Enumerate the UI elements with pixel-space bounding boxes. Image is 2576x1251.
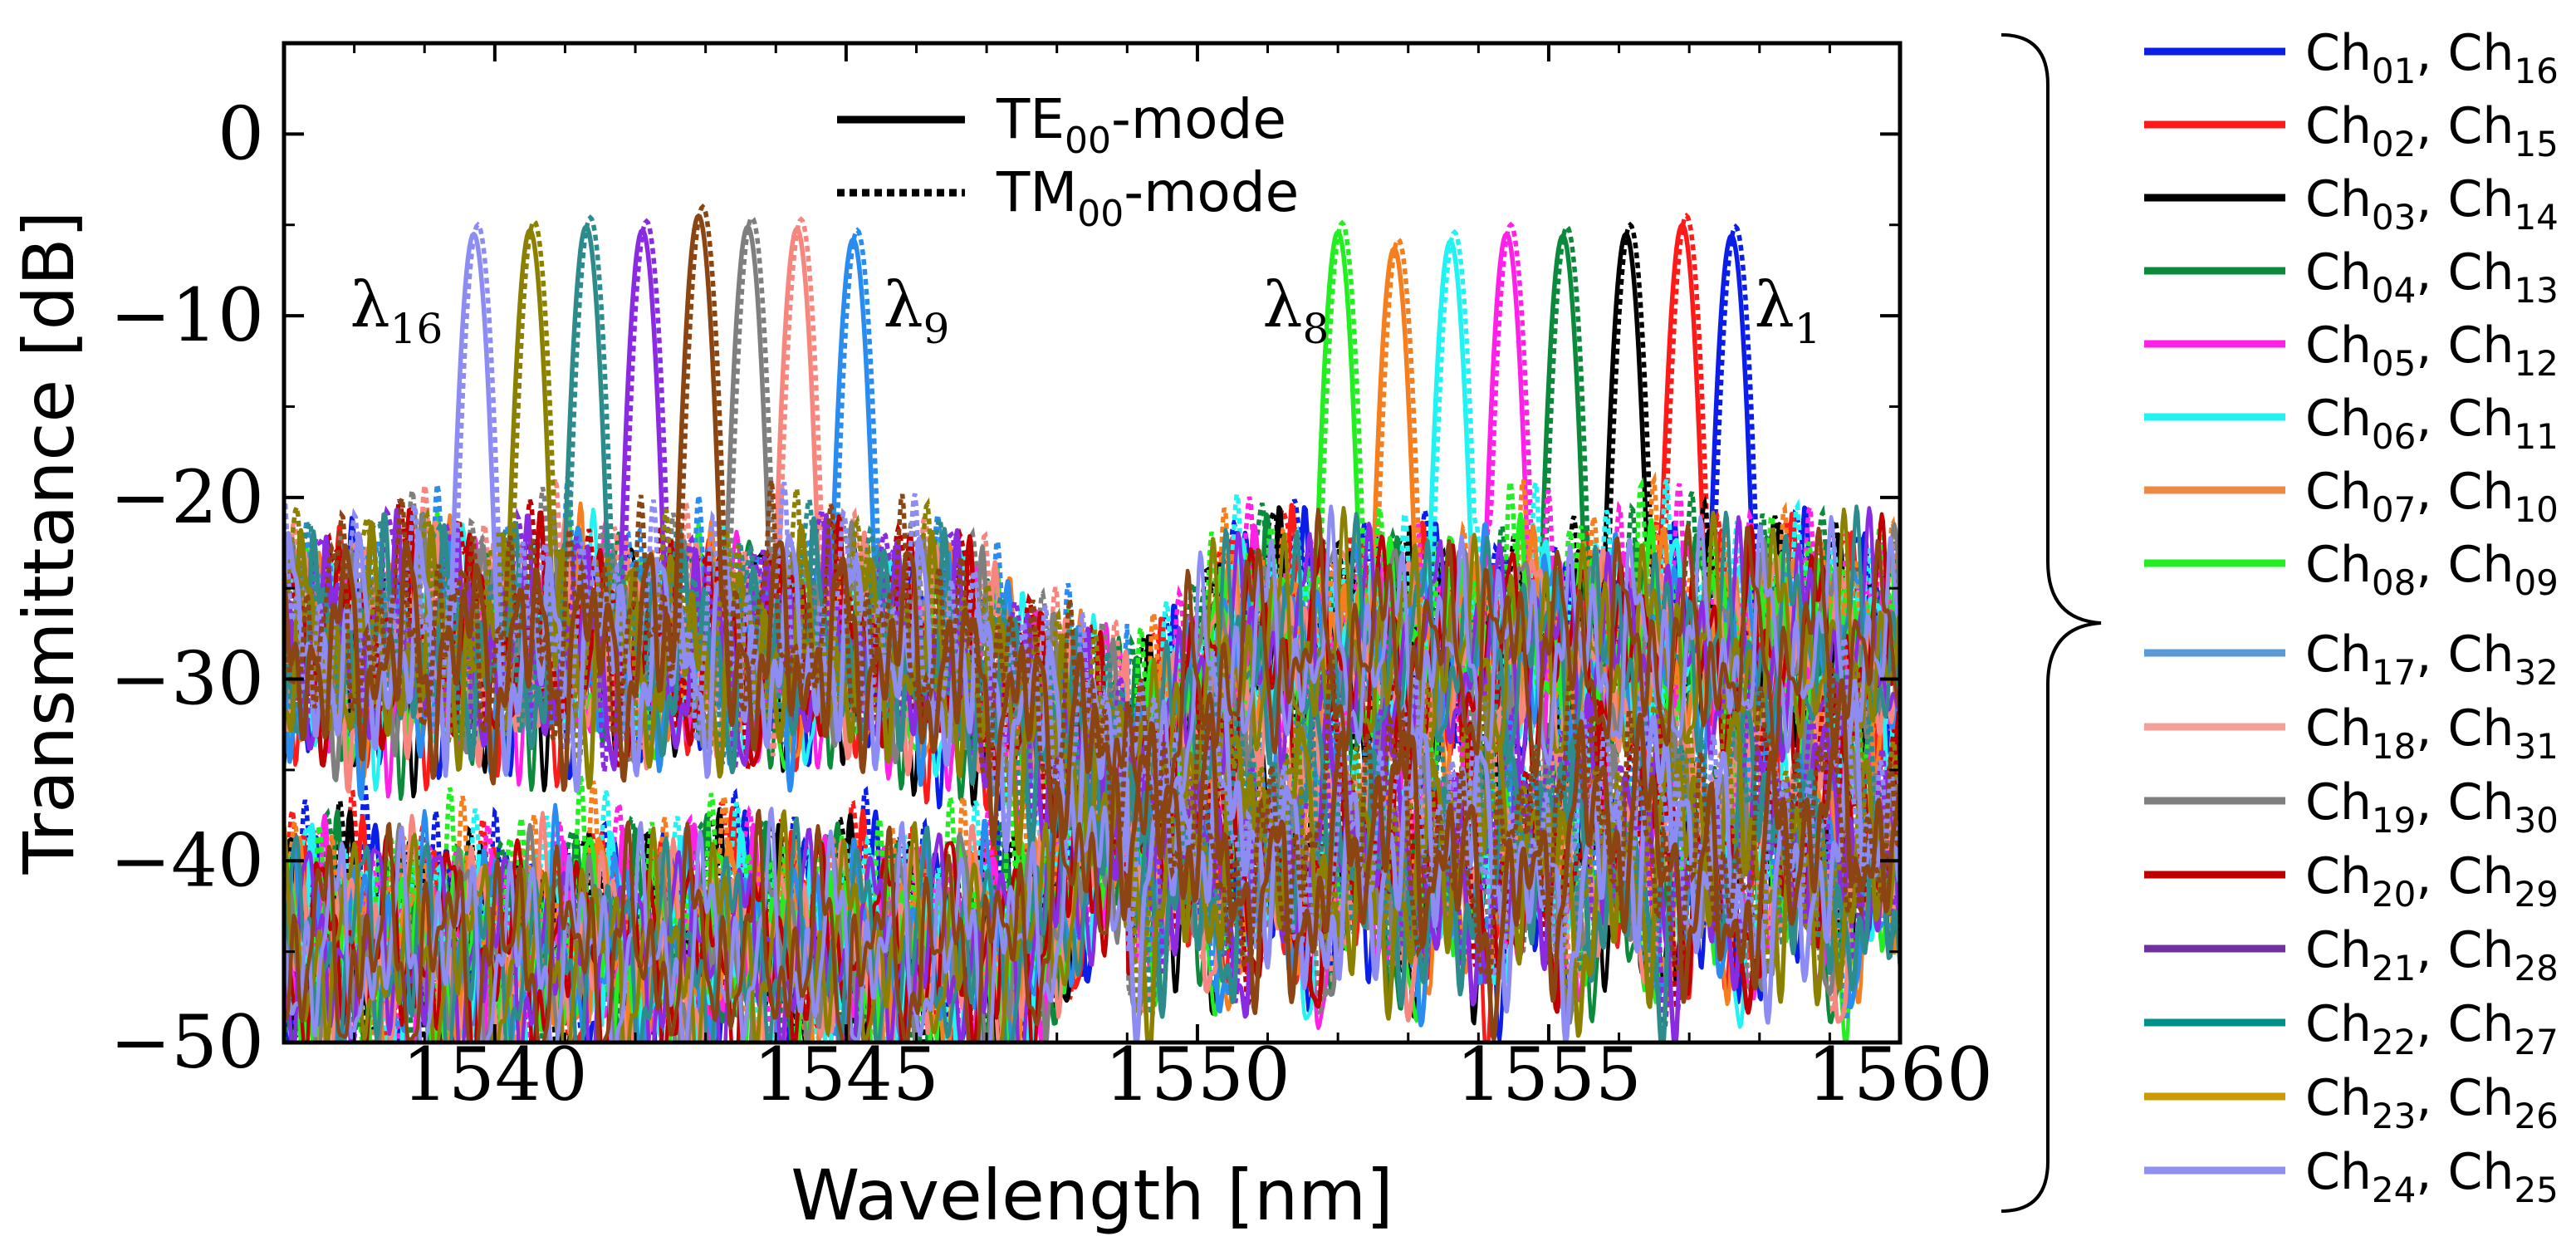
crosstalk-curve: [284, 508, 1900, 1042]
plot-frame: [282, 41, 1903, 1045]
x-axis-label: Wavelength [nm]: [791, 1155, 1393, 1236]
lambda-label-1: λ1: [1755, 267, 1821, 353]
legend-label-05: Ch05, Ch12: [2305, 316, 2559, 384]
x-tick-label: 1545: [753, 1032, 939, 1117]
y-tick-label: −40: [110, 817, 264, 903]
lambda-label-8: λ8: [1262, 267, 1329, 353]
legend-label-01: Ch01, Ch16: [2305, 24, 2559, 91]
legend-label-19: Ch19, Ch30: [2305, 773, 2559, 841]
curves-layer: [284, 204, 1900, 1042]
legend-label-03: Ch03, Ch14: [2305, 170, 2559, 238]
y-tick-label: −20: [110, 454, 264, 540]
tick-labels: 1540 1545 1550 1555 1560 0 −10 −20 −30 −40 −50: [110, 91, 1993, 1117]
legend-label-04: Ch04, Ch13: [2305, 243, 2559, 311]
legend-label-06: Ch06, Ch11: [2305, 390, 2559, 457]
te-mode-curve: [284, 213, 1900, 1042]
legend-label-08: Ch08, Ch09: [2305, 536, 2559, 603]
tm-mode-curve: [284, 204, 1900, 984]
x-tick-label: 1550: [1104, 1032, 1290, 1117]
y-tick-label: −50: [110, 999, 264, 1085]
lambda-label-9: λ9: [883, 267, 949, 353]
y-axis-label: Transmittance [dB]: [8, 211, 90, 876]
legend-label-22: Ch22, Ch27: [2305, 995, 2559, 1062]
tm-mode-curve: [284, 223, 1900, 1042]
legend-label-24: Ch24, Ch25: [2305, 1143, 2559, 1210]
crosstalk-curve: [284, 504, 1900, 1042]
legend-label-23: Ch23, Ch26: [2305, 1069, 2559, 1136]
legend-label-18: Ch18, Ch31: [2305, 699, 2559, 767]
legend-label-21: Ch21, Ch28: [2305, 921, 2559, 989]
axis-ticks: [282, 42, 1902, 1044]
mode-legend-label-tm: TM00-mode: [996, 160, 1299, 235]
y-tick-label: −10: [110, 272, 264, 358]
x-tick-label: 1560: [1807, 1032, 1993, 1117]
wavelength-annotations: λ16 λ9 λ8 λ1: [350, 267, 1820, 353]
legend-label-07: Ch07, Ch10: [2305, 463, 2559, 530]
y-tick-label: 0: [218, 91, 264, 176]
legend-label-20: Ch20, Ch29: [2305, 847, 2559, 915]
x-tick-label: 1540: [402, 1032, 588, 1117]
legend-label-17: Ch17, Ch32: [2305, 626, 2559, 693]
lambda-label-16: λ16: [350, 267, 443, 353]
x-tick-label: 1555: [1456, 1032, 1642, 1117]
mode-legend-label-te: TE00-mode: [996, 87, 1286, 162]
legend-label-02: Ch02, Ch15: [2305, 97, 2559, 164]
legend-brace: [2001, 33, 2102, 1213]
y-tick-label: −30: [110, 636, 264, 722]
